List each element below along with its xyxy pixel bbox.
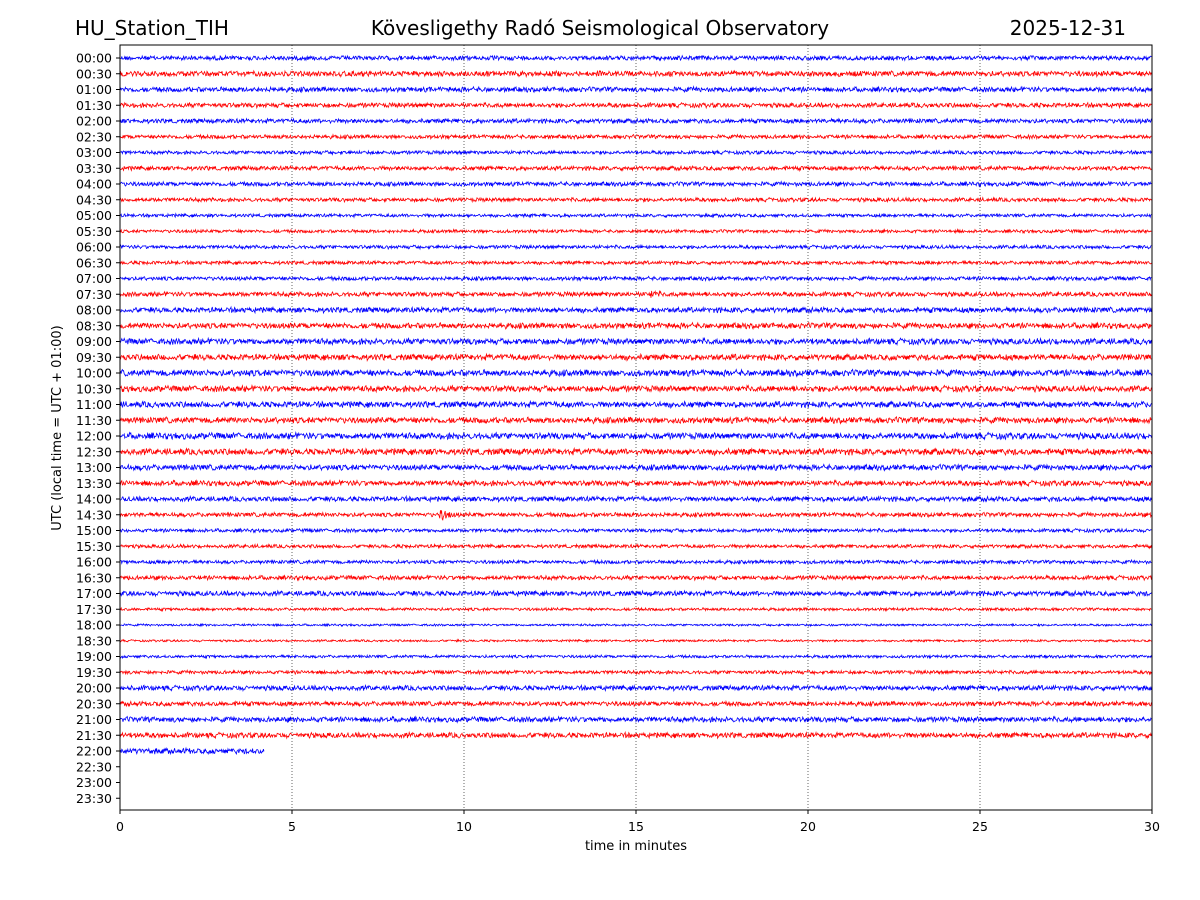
y-tick-label: 23:00 <box>76 775 112 790</box>
x-tick-label: 30 <box>1144 819 1160 834</box>
x-tick-label: 5 <box>288 819 296 834</box>
y-tick-label: 03:00 <box>76 145 112 160</box>
y-tick-label: 10:30 <box>76 381 112 396</box>
y-tick-label: 04:30 <box>76 192 112 207</box>
y-tick-label: 12:30 <box>76 444 112 459</box>
y-tick-label: 14:30 <box>76 507 112 522</box>
y-tick-label: 16:30 <box>76 570 112 585</box>
x-tick-label: 10 <box>456 819 472 834</box>
y-tick-label: 22:00 <box>76 744 112 759</box>
y-tick-label: 09:30 <box>76 350 112 365</box>
y-tick-label: 08:00 <box>76 303 112 318</box>
y-tick-label: 20:30 <box>76 696 112 711</box>
trace-0630 <box>119 259 1152 267</box>
y-tick-label: 18:30 <box>76 633 112 648</box>
y-tick-label: 21:00 <box>76 712 112 727</box>
y-tick-label: 02:30 <box>76 129 112 144</box>
y-tick-label: 15:00 <box>76 523 112 538</box>
trace-1830 <box>119 638 1152 644</box>
y-tick-label: 20:00 <box>76 681 112 696</box>
y-tick-label: 18:00 <box>76 618 112 633</box>
trace-0600 <box>119 243 1152 251</box>
y-tick-label: 19:30 <box>76 665 112 680</box>
trace-1400 <box>119 494 1152 504</box>
trace-1030 <box>119 384 1152 394</box>
y-tick-label: 15:30 <box>76 539 112 554</box>
trace-1800 <box>119 622 1152 628</box>
trace-0200 <box>119 117 1152 125</box>
y-tick-label: 21:30 <box>76 728 112 743</box>
y-tick-label: 09:00 <box>76 334 112 349</box>
y-tick-label: 06:00 <box>76 240 112 255</box>
trace-1430 <box>119 510 1152 521</box>
trace-0500 <box>119 212 1152 219</box>
y-tick-label: 05:00 <box>76 208 112 223</box>
y-tick-label: 11:00 <box>76 397 112 412</box>
y-tick-label: 10:00 <box>76 366 112 381</box>
y-tick-label: 12:00 <box>76 429 112 444</box>
y-tick-label: 06:30 <box>76 255 112 270</box>
x-tick-label: 20 <box>800 819 816 834</box>
trace-0000 <box>119 54 1152 62</box>
y-tick-label: 01:30 <box>76 98 112 113</box>
y-tick-label: 14:00 <box>76 492 112 507</box>
x-axis-label: time in minutes <box>585 839 687 854</box>
trace-2200 <box>119 746 265 756</box>
trace-1200 <box>119 431 1152 441</box>
y-tick-label: 02:00 <box>76 114 112 129</box>
y-tick-label: 03:30 <box>76 161 112 176</box>
y-tick-label: 11:30 <box>76 413 112 428</box>
trace-0800 <box>119 305 1152 315</box>
y-tick-label: 17:30 <box>76 602 112 617</box>
trace-1600 <box>119 558 1152 566</box>
trace-0300 <box>119 149 1152 156</box>
trace-1230 <box>119 446 1152 457</box>
y-tick-label: 22:30 <box>76 759 112 774</box>
chart-title: Kövesligethy Radó Seismological Observat… <box>370 16 830 40</box>
y-tick-label: 00:30 <box>76 66 112 81</box>
trace-1300 <box>119 463 1152 472</box>
x-tick-label: 25 <box>972 819 988 834</box>
y-tick-label: 23:30 <box>76 791 112 806</box>
trace-1130 <box>119 415 1152 425</box>
trace-2000 <box>119 683 1152 693</box>
trace-0230 <box>119 133 1152 141</box>
x-tick-label: 15 <box>628 819 644 834</box>
y-tick-label: 07:00 <box>76 271 112 286</box>
y-tick-label: 19:00 <box>76 649 112 664</box>
trace-2130 <box>119 730 1152 740</box>
trace-2030 <box>119 699 1152 708</box>
trace-2100 <box>119 715 1152 724</box>
y-tick-label: 13:00 <box>76 460 112 475</box>
y-tick-label: 04:00 <box>76 177 112 192</box>
y-tick-label: 08:30 <box>76 318 112 333</box>
x-tick-label: 0 <box>116 819 124 834</box>
y-tick-label: 17:00 <box>76 586 112 601</box>
y-axis-label: UTC (local time = UTC + 01:00) <box>50 325 65 530</box>
trace-0430 <box>119 196 1152 204</box>
y-tick-label: 05:30 <box>76 224 112 239</box>
trace-0400 <box>119 180 1152 188</box>
date-label: 2025-12-31 <box>1009 16 1126 40</box>
y-tick-label: 00:00 <box>76 51 112 66</box>
y-tick-label: 13:30 <box>76 476 112 491</box>
y-tick-label: 07:30 <box>76 287 112 302</box>
y-tick-label: 16:00 <box>76 555 112 570</box>
trace-0100 <box>119 85 1152 94</box>
trace-0930 <box>119 352 1152 363</box>
trace-1900 <box>119 653 1152 660</box>
trace-1630 <box>119 574 1152 582</box>
y-tick-label: 01:00 <box>76 82 112 97</box>
station-label: HU_Station_TIH <box>75 16 229 40</box>
trace-1100 <box>119 399 1152 410</box>
